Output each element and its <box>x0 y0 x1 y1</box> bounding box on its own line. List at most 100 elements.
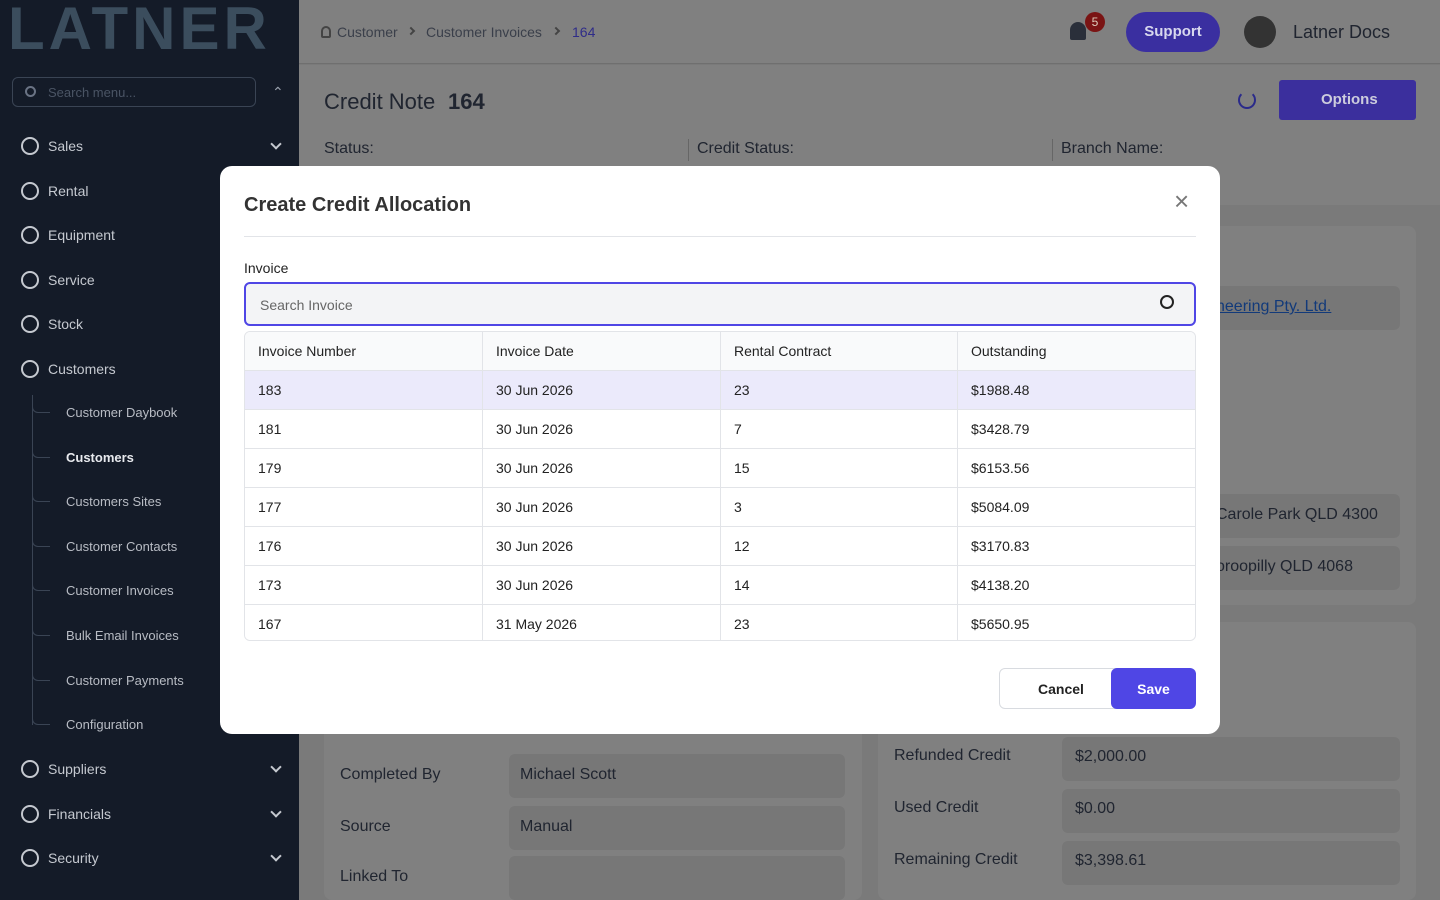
table-cell: 181 <box>258 421 282 437</box>
table-cell: 23 <box>720 605 957 640</box>
submenu-item[interactable]: Customer Contacts <box>66 538 178 554</box>
menu-item[interactable]: Security <box>48 850 99 866</box>
table-cell: Invoice Number <box>258 343 357 359</box>
table-cell: 30 Jun 2026 <box>482 527 720 565</box>
menu-item[interactable]: Suppliers <box>48 761 107 777</box>
menu-item[interactable]: Equipment <box>48 227 115 243</box>
table-cell: 31 May 2026 <box>482 605 720 640</box>
placeholder: Search menu... <box>48 85 137 100</box>
table-row[interactable]: 181 30 Jun 2026 7 $3428.79 <box>245 410 1195 449</box>
table-cell: 30 Jun 2026 <box>482 488 720 526</box>
menu-item[interactable]: Service <box>48 272 95 288</box>
table-cell: 176 <box>258 538 282 554</box>
table-cell: $6153.56 <box>957 449 1195 487</box>
field-box <box>1062 737 1400 781</box>
page-title: Credit Note <box>324 89 436 114</box>
table-cell: 30 Jun 2026 <box>482 566 720 604</box>
submenu-rail <box>32 395 33 725</box>
menu-icon <box>21 804 39 823</box>
table-row[interactable]: 177 30 Jun 2026 3 $5084.09 <box>245 488 1195 527</box>
menu-icon <box>21 182 39 200</box>
table-cell: $5650.95 <box>957 605 1195 640</box>
support-button[interactable]: Support <box>1126 12 1220 52</box>
menu-item[interactable]: Customers <box>48 361 116 377</box>
table-cell: Invoice Date <box>482 332 720 370</box>
table-cell: 12 <box>720 527 957 565</box>
options-button[interactable]: Options <box>1279 80 1416 120</box>
divider <box>244 236 1196 237</box>
table-header: Invoice Number Invoice Date Rental Contrac… <box>245 332 1195 371</box>
chevron <box>270 761 282 773</box>
submenu-item[interactable]: Customers Sites <box>66 494 162 510</box>
invoice-search[interactable]: Search Invoice <box>244 282 1196 326</box>
field-box <box>509 806 845 850</box>
table-cell: 179 <box>258 460 282 476</box>
collapse-icon[interactable]: ⌃ <box>272 84 284 100</box>
field-label: Source <box>340 818 391 835</box>
field-label: Used Credit <box>894 799 979 816</box>
page-number: 164 <box>448 89 485 114</box>
field-value: $2,000.00 <box>1075 748 1147 765</box>
logo: LATNER <box>8 0 271 62</box>
menu-search[interactable]: Search menu... <box>12 77 256 107</box>
refresh-icon[interactable] <box>1238 91 1256 109</box>
breadcrumb-sep <box>406 26 416 36</box>
table-cell: 30 Jun 2026 <box>482 410 720 448</box>
field-box <box>1062 841 1400 885</box>
menu-icon <box>21 315 39 333</box>
search-icon <box>1160 295 1174 309</box>
table-row[interactable]: 176 30 Jun 2026 12 $3170.83 <box>245 527 1195 566</box>
status-label: Branch Name: <box>1061 140 1164 157</box>
table-cell: 30 Jun 2026 <box>482 371 720 409</box>
menu-item[interactable]: Rental <box>48 183 89 199</box>
table-cell: 30 Jun 2026 <box>482 449 720 487</box>
table-row[interactable]: 179 30 Jun 2026 15 $6153.56 <box>245 449 1195 488</box>
table-row[interactable]: 167 31 May 2026 23 $5650.95 <box>245 605 1195 640</box>
breadcrumb[interactable]: Customer Invoices <box>426 24 542 40</box>
field-label: Linked To <box>340 868 409 885</box>
menu-icon <box>21 271 39 289</box>
status-label: Credit Status: <box>697 140 794 157</box>
field-label: Refunded Credit <box>894 747 1011 764</box>
chevron <box>270 805 282 818</box>
field-value: $3,398.61 <box>1075 852 1147 869</box>
table-cell: 7 <box>720 410 957 448</box>
close-button[interactable]: × <box>1174 186 1190 216</box>
table-cell: Rental Contract <box>720 332 957 370</box>
cancel-button[interactable]: Cancel <box>999 668 1123 709</box>
avatar[interactable] <box>1244 16 1276 48</box>
submenu-branch <box>32 534 50 547</box>
user-name: Latner Docs <box>1293 22 1391 42</box>
search-icon <box>25 86 36 97</box>
placeholder: Search Invoice <box>260 297 353 313</box>
table-cell: $3428.79 <box>957 410 1195 448</box>
table-row[interactable]: 183 30 Jun 2026 23 $1988.48 <box>245 371 1195 410</box>
save-button[interactable]: Save <box>1111 668 1196 709</box>
bell-icon[interactable] <box>1070 22 1086 40</box>
menu-item[interactable]: Sales <box>48 138 84 154</box>
submenu-item[interactable]: Customer Invoices <box>66 583 174 599</box>
field-value: Manual <box>520 818 573 835</box>
table-cell: 23 <box>720 371 957 409</box>
submenu-item[interactable]: Bulk Email Invoices <box>66 628 179 643</box>
submenu-item[interactable]: Customers <box>66 449 134 465</box>
modal-title: Create Credit Allocation <box>244 194 472 216</box>
submenu-item[interactable]: Configuration <box>66 717 144 733</box>
field-label: Remaining Credit <box>894 851 1018 868</box>
submenu-branch <box>32 624 50 636</box>
table-row[interactable]: 173 30 Jun 2026 14 $4138.20 <box>245 566 1195 605</box>
user-icon <box>321 26 331 38</box>
submenu-item[interactable]: Customer Daybook <box>66 405 178 420</box>
menu-item[interactable]: Stock <box>48 316 84 332</box>
table-cell: 14 <box>720 566 957 604</box>
submenu-branch <box>32 713 50 726</box>
submenu-item[interactable]: Customer Payments <box>66 672 184 688</box>
field-value[interactable]: neering Pty. Ltd. <box>1216 298 1332 315</box>
menu-item[interactable]: Financials <box>48 805 112 822</box>
field-box <box>509 856 845 900</box>
breadcrumb[interactable]: Customer <box>337 24 398 40</box>
breadcrumb-sep <box>551 26 561 36</box>
table-cell: $1988.48 <box>957 371 1195 409</box>
status-label: Status: <box>324 140 374 157</box>
field-value: $0.00 <box>1075 800 1116 817</box>
